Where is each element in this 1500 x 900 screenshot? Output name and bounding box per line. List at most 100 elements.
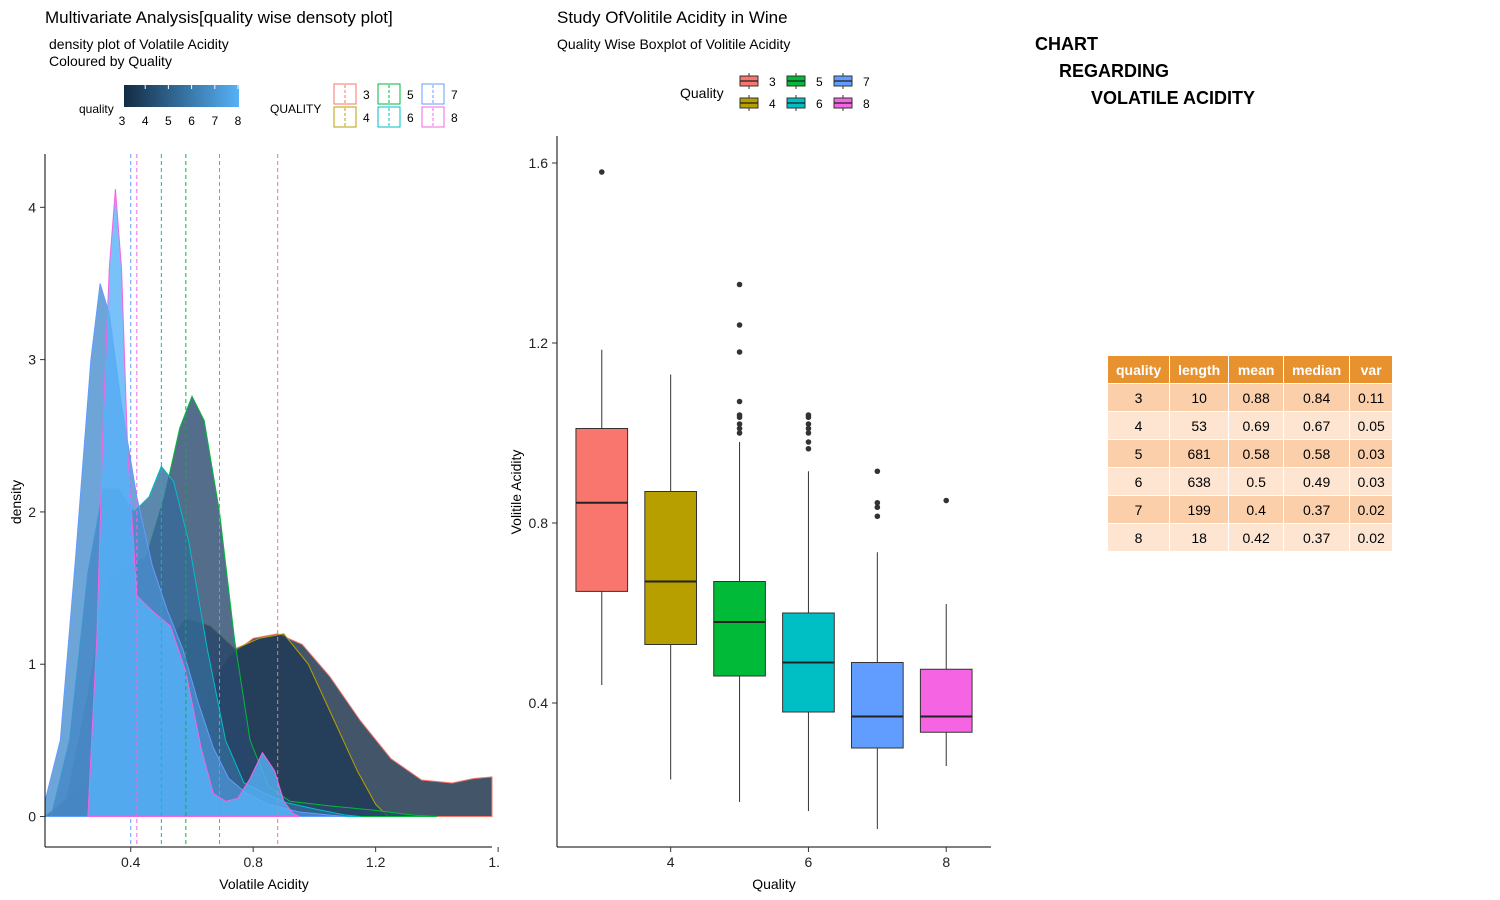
boxplot-y-tick-label: 0.4 [529, 695, 549, 711]
table-cell-mean: 0.5 [1228, 467, 1285, 496]
table-cell-median: 0.37 [1283, 495, 1351, 524]
table-cell-length: 681 [1169, 439, 1230, 468]
outlier-point-quality-5 [736, 322, 743, 328]
table-cell-median: 0.37 [1283, 523, 1351, 551]
table-cell-var: 0.05 [1349, 411, 1394, 440]
table-cell-median: 0.67 [1283, 411, 1351, 440]
line-legend-key-8 [421, 106, 445, 128]
density-chart-subtitle-2: Coloured by Quality [49, 53, 172, 69]
legend-label-4: 4 [769, 97, 776, 111]
table-cell-length: 53 [1169, 411, 1230, 440]
boxplot-chart: Study OfVolitile Acidity in Wine Quality… [508, 8, 991, 892]
line-legend-key-4 [333, 106, 357, 128]
table-cell-quality: 7 [1108, 495, 1171, 524]
table-cell-quality: 8 [1108, 523, 1171, 551]
fill-legend-label: 4 [142, 114, 149, 128]
line-legend-label-5: 5 [407, 88, 414, 102]
outlier-point-quality-7 [874, 513, 881, 520]
table-row: 3 10 0.88 0.84 0.11 [1108, 383, 1394, 412]
density-curve-quality-8 [87, 188, 300, 817]
fill-legend-colorbar [124, 85, 239, 107]
line-legend-key-5 [377, 83, 401, 105]
boxplot-subtitle: Quality Wise Boxplot of Volitile Acidity [557, 36, 790, 52]
fill-legend-label: 3 [119, 114, 126, 128]
boxplot-x-axis-label: Quality [752, 876, 796, 892]
table-cell-var: 0.02 [1349, 523, 1394, 551]
outlier-point-quality-6 [805, 412, 812, 418]
outlier-point-quality-8 [943, 497, 950, 504]
table-row: 5 681 0.58 0.58 0.03 [1108, 439, 1394, 468]
boxplot-x-tick-label: 4 [667, 854, 675, 870]
boxplot-area: 0.4 0.8 1.2 1.6 4 6 8 [529, 136, 991, 870]
table-cell-var: 0.03 [1349, 467, 1394, 496]
boxplot-y-tick-label: 0.8 [529, 515, 549, 531]
outlier-point-quality-5 [736, 281, 743, 288]
outlier-point-quality-7 [874, 504, 881, 511]
boxplot-legend: 3 4 5 6 7 8 [739, 73, 870, 111]
density-x-axis-label: Volatile Acidity [219, 876, 309, 892]
fill-legend-label: 8 [235, 114, 242, 128]
table-cell-length: 18 [1169, 523, 1230, 551]
density-x-tick-label: 0.8 [243, 854, 263, 870]
density-chart: Multivariate Analysis[quality wise denso… [8, 8, 500, 892]
boxplot-legend-title: Quality [680, 85, 724, 101]
table-cell-median: 0.84 [1283, 383, 1351, 412]
legend-label-5: 5 [816, 75, 823, 89]
table-cell-length: 199 [1169, 495, 1230, 524]
outlier-point-quality-5 [736, 412, 743, 418]
density-y-tick-label: 0 [28, 809, 36, 825]
boxplot-x-tick-label: 8 [942, 854, 950, 870]
line-legend-label-8: 8 [451, 111, 458, 125]
density-plot-area: 0.4 0.8 1.2 1.6 0 1 2 3 4 [28, 154, 500, 870]
line-legend-title: QUALITY [270, 102, 321, 116]
column-header-quality: quality [1108, 356, 1171, 384]
table-cell-quality: 6 [1108, 467, 1171, 496]
fill-legend-title: quality [79, 102, 114, 116]
summary-table-header: quality length mean median var [1108, 356, 1394, 384]
density-y-tick-label: 1 [28, 656, 36, 672]
outlier-point-quality-3 [598, 169, 605, 175]
summary-table: quality length mean median var 3 10 0.88 0.… [1108, 356, 1394, 551]
line-legend: 3 4 5 6 7 8 [333, 83, 458, 128]
outlier-point-quality-6 [805, 425, 812, 432]
fill-legend-label: 7 [211, 114, 218, 128]
fill-legend-ticks: 3 4 5 6 7 8 [119, 85, 242, 128]
line-legend-key-7 [421, 83, 445, 105]
box-quality-3 [575, 428, 629, 592]
line-legend-label-7: 7 [451, 88, 458, 102]
side-title-line-2: REGARDING [1059, 61, 1170, 81]
table-cell-median: 0.49 [1283, 467, 1351, 496]
table-cell-quality: 3 [1108, 383, 1171, 412]
outlier-point-quality-5 [736, 425, 743, 432]
fill-legend-label: 5 [165, 114, 172, 128]
table-cell-mean: 0.58 [1228, 439, 1285, 468]
outlier-point-quality-6 [805, 439, 812, 445]
table-cell-mean: 0.88 [1228, 383, 1285, 412]
boxplot-title: Study OfVolitile Acidity in Wine [557, 8, 788, 27]
table-cell-mean: 0.69 [1228, 411, 1285, 440]
table-cell-var: 0.02 [1349, 495, 1394, 524]
column-header-median: median [1283, 356, 1351, 384]
outlier-point-quality-5 [736, 398, 743, 405]
legend-label-3: 3 [769, 75, 776, 89]
boxplot-y-tick-label: 1.6 [529, 155, 549, 171]
box-quality-7 [851, 662, 904, 749]
outlier-point-quality-6 [805, 430, 812, 436]
outlier-point-quality-7 [874, 499, 881, 506]
boxplot-x-tick-label: 6 [805, 854, 813, 870]
density-chart-title: Multivariate Analysis[quality wise denso… [45, 8, 393, 27]
line-legend-key-3 [333, 83, 357, 105]
box-quality-4 [644, 491, 697, 645]
density-x-tick-label: 1.2 [366, 854, 386, 870]
table-cell-median: 0.58 [1283, 439, 1351, 468]
outlier-point-quality-6 [805, 445, 812, 452]
table-cell-mean: 0.4 [1228, 495, 1285, 524]
outlier-point-quality-6 [805, 421, 812, 427]
side-title-line-1: CHART [1035, 34, 1098, 54]
table-row: 8 18 0.42 0.37 0.02 [1108, 523, 1394, 551]
density-x-tick-label: 1.6 [488, 854, 500, 870]
density-x-tick-label: 0.4 [121, 854, 141, 870]
density-chart-subtitle-1: density plot of Volatile Acidity [49, 36, 229, 52]
density-y-tick-label: 3 [28, 352, 36, 368]
table-cell-quality: 4 [1108, 411, 1171, 440]
